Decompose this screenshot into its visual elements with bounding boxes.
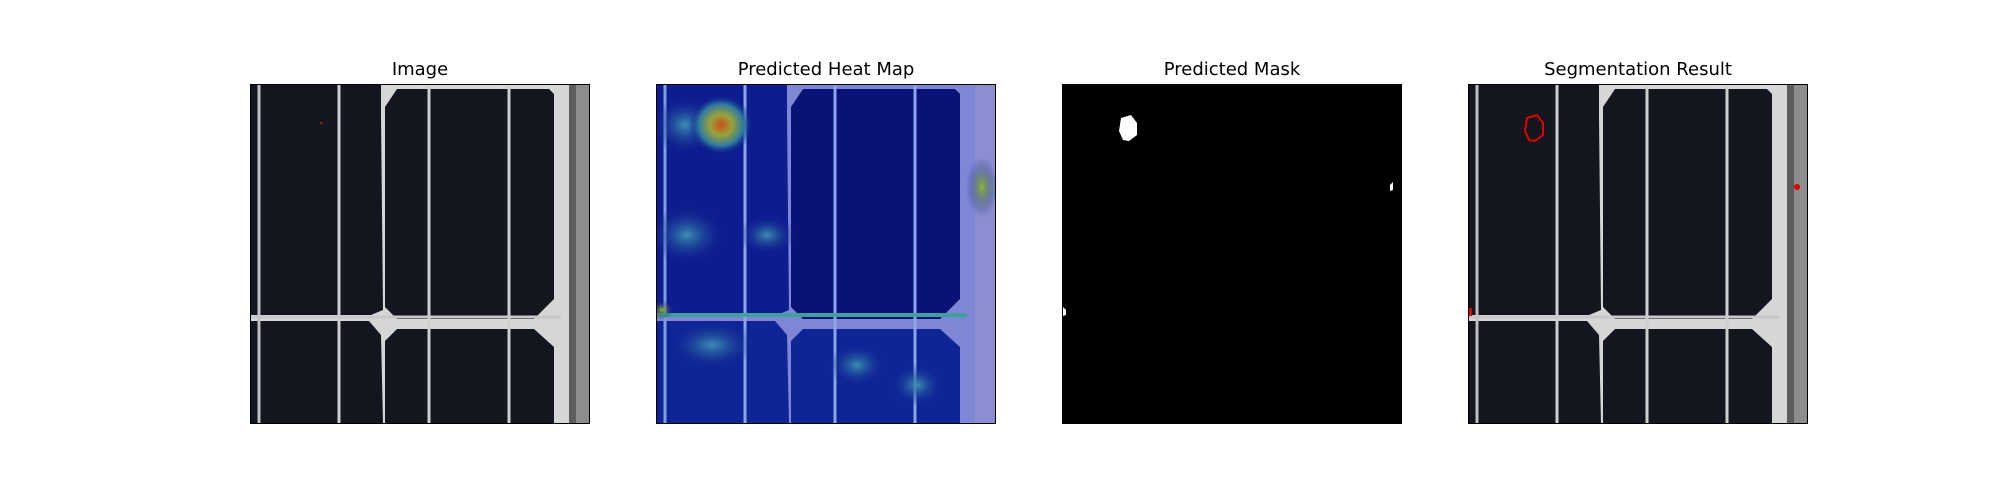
image-frame xyxy=(250,84,590,424)
edge-contour-left xyxy=(1469,308,1472,316)
binary-mask xyxy=(1063,85,1401,423)
defect-contour xyxy=(1523,113,1544,143)
panel-heat-map: Predicted Heat Map xyxy=(656,0,996,500)
panel-segmentation: Segmentation Result xyxy=(1468,0,1808,500)
edge-blob-right xyxy=(1390,182,1393,191)
heat-map-overlay xyxy=(657,85,995,423)
mask-frame xyxy=(1062,84,1402,424)
panel-title-image: Image xyxy=(391,59,449,80)
solar-cell-photo xyxy=(251,85,589,423)
panel-title-heat-map: Predicted Heat Map xyxy=(737,59,915,80)
panel-title-mask: Predicted Mask xyxy=(1163,59,1301,80)
edge-blob-left xyxy=(1063,307,1066,316)
panel-title-segmentation: Segmentation Result xyxy=(1544,59,1732,80)
panel-mask: Predicted Mask xyxy=(1062,0,1402,500)
contour-overlay xyxy=(1469,85,1807,423)
defect-blob xyxy=(1119,115,1137,141)
panel-image: Image xyxy=(250,0,590,500)
segmentation-frame xyxy=(1468,84,1808,424)
edge-contour-right xyxy=(1794,184,1800,190)
heat-map-frame xyxy=(656,84,996,424)
